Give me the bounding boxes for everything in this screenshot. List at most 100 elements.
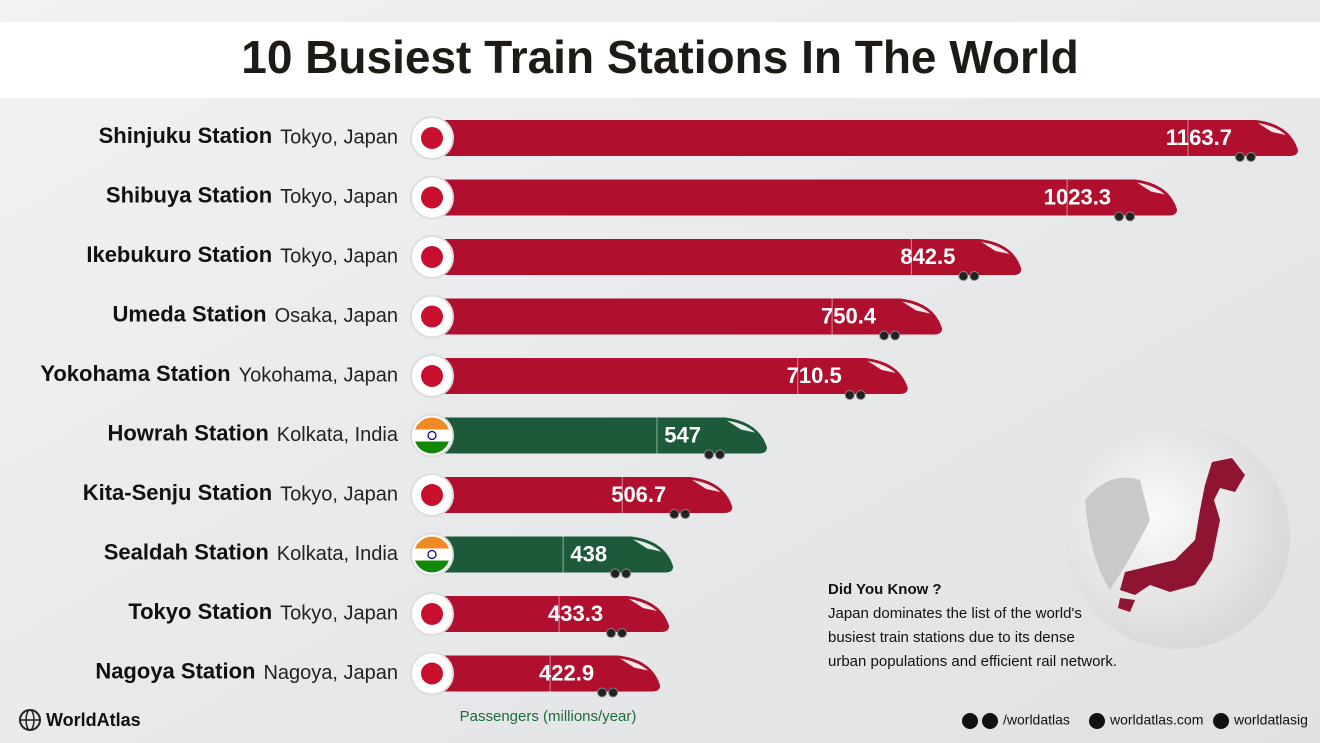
value-label: 422.9 (539, 660, 594, 685)
wheel (1234, 152, 1245, 162)
location-label: Tokyo, Japan (280, 126, 398, 148)
location-label: Tokyo, Japan (280, 602, 398, 624)
x-axis-label: Passengers (millions/year) (460, 708, 637, 725)
bar (432, 358, 908, 394)
category-label: Nagoya Station (95, 658, 255, 683)
note-line: Japan dominates the list of the world's (828, 605, 1082, 622)
value-label: 750.4 (821, 303, 877, 328)
wheel (1125, 211, 1136, 222)
train-window (981, 242, 1010, 254)
flag (410, 294, 454, 339)
flag (410, 116, 454, 160)
train-window (620, 658, 649, 671)
flag (410, 651, 454, 696)
value-label: 506.7 (611, 482, 666, 507)
bar (432, 298, 943, 335)
location-label: Nagoya, Japan (263, 662, 398, 684)
wheel (617, 628, 628, 638)
bar (432, 417, 767, 454)
category-label: Shinjuku Station (99, 123, 273, 148)
value-label: 433.3 (548, 601, 603, 626)
category-label: Sealdah Station (104, 539, 269, 564)
location-label: Osaka, Japan (275, 305, 398, 327)
value-label: 842.5 (900, 244, 955, 269)
train-window (867, 361, 896, 373)
category-label: Tokyo Station (128, 599, 272, 624)
website: worldatlas.com (1109, 712, 1203, 728)
bar (432, 120, 1298, 156)
train-window (1137, 182, 1166, 195)
category-label: Umeda Station (113, 301, 267, 326)
wheel (703, 449, 714, 460)
category-label: Howrah Station (107, 420, 268, 445)
note-line: busiest train stations due to its dense (828, 629, 1075, 646)
location-label: Kolkata, India (277, 543, 399, 565)
chart-title: 10 Busiest Train Stations In The World (241, 31, 1079, 83)
flag-disc (421, 186, 443, 209)
brand: WorldAtlas (46, 710, 141, 730)
value-label: 547 (664, 422, 701, 447)
flag (410, 473, 454, 517)
wheel (855, 390, 866, 400)
brand-logo (19, 709, 41, 731)
flag-disc (421, 127, 443, 149)
train-window (692, 480, 721, 492)
flag-saffron (414, 417, 450, 430)
cursor-icon (1089, 713, 1105, 729)
wheel (1114, 211, 1125, 222)
bar (432, 477, 733, 513)
wheel (1245, 152, 1256, 162)
flag-disc (421, 662, 443, 685)
flag-saffron (414, 536, 450, 549)
wheel (714, 449, 725, 460)
value-label: 1023.3 (1044, 184, 1111, 209)
flag-disc (421, 603, 443, 625)
flag (410, 592, 454, 636)
note-line: urban populations and efficient rail net… (828, 653, 1117, 670)
flag-white (414, 548, 450, 561)
category-label: Kita-Senju Station (83, 480, 272, 505)
value-label: 1163.7 (1166, 125, 1232, 150)
value-label: 710.5 (787, 363, 842, 388)
bar (432, 239, 1022, 275)
train-window (1257, 123, 1286, 135)
bars: 1163.7 Tokyo, Japan Shinjuku Station 1023.3… (40, 116, 1298, 698)
category-label: Yokohama Station (40, 361, 230, 386)
flag (410, 413, 454, 458)
wheel (610, 568, 621, 579)
wheel (680, 509, 691, 519)
train-window (726, 420, 755, 433)
train-window (633, 539, 662, 552)
instagram-handle: worldatlasig (1233, 712, 1308, 728)
wheel (879, 330, 890, 341)
flag-disc (421, 484, 443, 506)
wheel (621, 568, 632, 579)
bar (432, 536, 674, 573)
flag-chakra (427, 549, 437, 560)
flag (410, 354, 454, 398)
flag-disc (421, 365, 443, 387)
note-title: Did You Know ? (828, 581, 942, 598)
bar (432, 655, 661, 692)
wheel (608, 687, 619, 698)
wheel (606, 628, 617, 638)
facebook-icon (982, 713, 998, 729)
flag-green (414, 441, 450, 454)
location-label: Tokyo, Japan (280, 483, 398, 505)
flag-disc (421, 305, 443, 328)
category-label: Shibuya Station (106, 182, 272, 207)
globe-map (1066, 425, 1290, 649)
flag (410, 235, 454, 279)
social-handle: /worldatlas (1003, 712, 1070, 728)
wheel (597, 687, 608, 698)
location-label: Tokyo, Japan (280, 186, 398, 208)
flag-white (414, 429, 450, 442)
flag-chakra (427, 430, 437, 441)
location-label: Tokyo, Japan (280, 245, 398, 267)
bar (432, 596, 670, 632)
wheel (969, 271, 980, 281)
train-window (629, 599, 658, 611)
flag-green (414, 560, 450, 573)
flag (410, 532, 454, 577)
